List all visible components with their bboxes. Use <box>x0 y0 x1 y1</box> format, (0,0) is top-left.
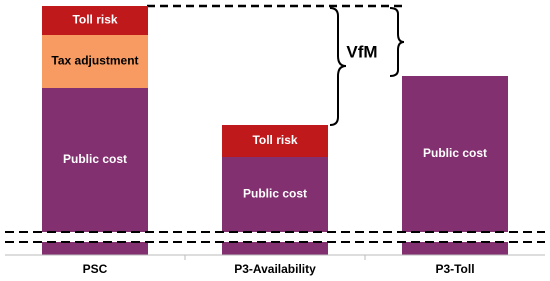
bar-segment <box>42 88 148 255</box>
segment-label: Toll risk <box>252 133 297 147</box>
axis-break <box>0 232 550 242</box>
brace <box>389 7 405 77</box>
segment-label: Tax adjustment <box>51 54 138 68</box>
segment-label: Public cost <box>243 187 307 201</box>
segment-label: Public cost <box>63 152 127 166</box>
bar-segment <box>222 125 328 157</box>
x-tick-label: P3-Availability <box>234 262 316 276</box>
plot: Public cost Tax adjustment Toll risk PSC Pub… <box>42 6 508 276</box>
x-tick-label: P3-Toll <box>435 262 474 276</box>
segment-label: Public cost <box>423 146 487 160</box>
segment-label: Toll risk <box>72 13 117 27</box>
annotation: VfM <box>346 42 377 61</box>
bar-segment <box>42 6 148 35</box>
x-tick-label: PSC <box>83 262 108 276</box>
bar-segment <box>42 35 148 88</box>
brace <box>329 7 347 126</box>
bar-segment <box>402 76 508 255</box>
